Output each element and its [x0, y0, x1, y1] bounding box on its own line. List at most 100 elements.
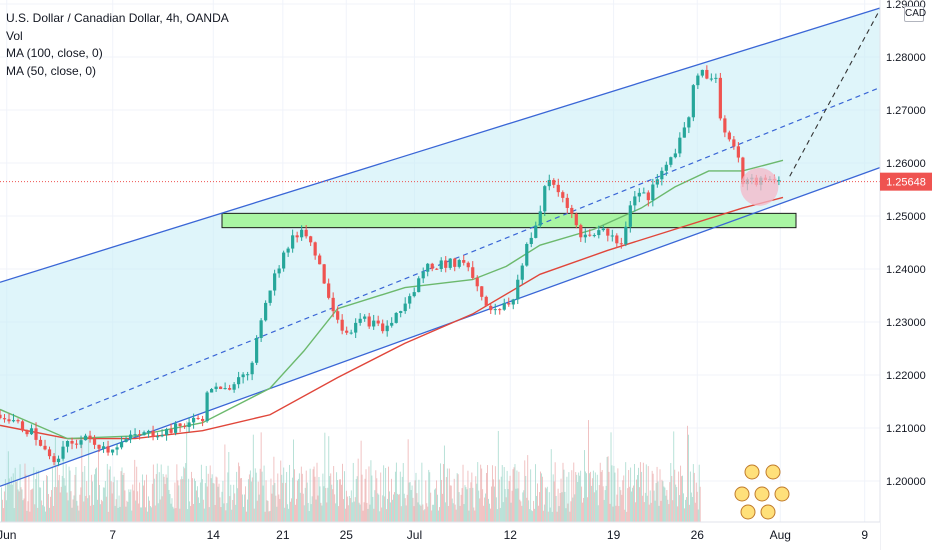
volume-bar-607: [595, 490, 597, 522]
volume-bar-489: [480, 464, 482, 522]
volume-bar-217: [213, 483, 215, 522]
volume-bar-255: [250, 481, 252, 522]
volume-bar-295: [290, 501, 291, 522]
volume-bar-350: [344, 471, 345, 522]
y-tick-label-5: 1.25000: [886, 211, 926, 223]
volume-bar-398: [391, 478, 392, 522]
volume-bar-421: [413, 506, 415, 522]
volume-bar-659: [646, 495, 648, 522]
volume-bar-391: [384, 496, 386, 522]
volume-bar-281: [276, 506, 278, 522]
volume-bar-592: [581, 486, 583, 522]
candle-body-78: [349, 332, 353, 334]
volume-bar-182: [179, 508, 181, 522]
volume-bar-572: [561, 492, 563, 522]
volume-bar-95: [94, 474, 95, 522]
candle-body-72: [322, 264, 326, 284]
volume-bar-388: [381, 507, 383, 522]
volume-bar-30: [30, 489, 32, 522]
candle-body-119: [534, 225, 538, 238]
candle-body-36: [160, 435, 164, 437]
volume-bar-133: [131, 510, 133, 522]
volume-bar-654: [641, 495, 643, 522]
candle-body-2: [7, 419, 11, 422]
volume-bar-695: [682, 475, 683, 522]
volume-bar-101: [99, 504, 101, 522]
candle-body-159: [714, 77, 718, 79]
volume-bar-110: [108, 469, 110, 522]
candle-body-133: [597, 230, 601, 236]
volume-bar-106: [104, 481, 106, 522]
volume-bar-42: [42, 505, 44, 522]
volume-bar-131: [129, 492, 131, 522]
volume-bar-436: [428, 469, 430, 522]
volume-bar-352: [345, 490, 347, 522]
volume-bar-670: [657, 481, 659, 522]
x-tick-label-10: 9: [861, 528, 868, 542]
candle-body-16: [70, 441, 74, 444]
volume-bar-157: [154, 505, 156, 522]
volume-bar-185: [182, 479, 184, 522]
volume-bar-312: [306, 482, 308, 522]
candle-body-24: [106, 446, 110, 453]
volume-bar-425: [417, 502, 419, 522]
volume-bar-482: [473, 507, 475, 522]
volume-bar-673: [660, 500, 662, 522]
volume-bar-374: [367, 508, 369, 522]
volume-bar-71: [70, 491, 72, 522]
volume-bar-19: [19, 464, 21, 522]
volume-bar-311: [305, 470, 307, 522]
volume-bar-7: [7, 451, 9, 522]
time-axis: [0, 522, 880, 550]
volume-bar-328: [322, 473, 324, 522]
volume-bar-636: [624, 509, 626, 522]
volume-bar-381: [374, 490, 376, 522]
volume-bar-588: [577, 481, 579, 522]
volume-bar-608: [596, 474, 598, 522]
volume-bar-556: [545, 488, 547, 522]
volume-bar-671: [658, 505, 660, 522]
volume-bar-138: [136, 466, 138, 522]
volume-bar-488: [479, 498, 481, 522]
volume-bar-67: [66, 492, 68, 522]
volume-bar-148: [146, 474, 147, 522]
volume-bar-249: [245, 486, 246, 522]
volume-bar-578: [567, 503, 569, 522]
volume-bar-662: [649, 490, 651, 522]
candle-body-144: [646, 192, 650, 201]
volume-bar-14: [14, 467, 16, 522]
volume-bar-275: [270, 478, 272, 522]
volume-bar-432: [424, 509, 426, 522]
volume-bar-380: [373, 508, 375, 522]
volume-bar-11: [11, 484, 13, 522]
candle-body-10: [43, 445, 47, 450]
volume-bar-384: [377, 493, 379, 522]
volume-bar-655: [642, 462, 644, 522]
volume-bar-452: [443, 445, 445, 522]
volume-bar-434: [426, 503, 428, 522]
last-price-label: 1.25648: [886, 177, 926, 189]
volume-bar-190: [187, 509, 189, 522]
volume-bar-176: [173, 508, 175, 522]
volume-bar-596: [585, 471, 586, 522]
volume-bar-513: [503, 467, 505, 522]
volume-bar-672: [659, 469, 661, 522]
volume-bar-346: [340, 479, 341, 522]
volume-bar-214: [210, 478, 212, 522]
candle-body-137: [615, 235, 619, 244]
volume-bar-127: [125, 506, 127, 522]
volume-bar-369: [362, 510, 364, 522]
candle-body-68: [304, 229, 308, 237]
volume-bar-622: [610, 432, 612, 522]
volume-bar-435: [427, 506, 429, 522]
volume-bar-113: [111, 493, 113, 522]
currency-badge[interactable]: CAD: [904, 6, 926, 22]
candle-body-59: [264, 302, 268, 321]
candle-body-140: [628, 205, 632, 227]
candle-body-9: [38, 439, 43, 446]
volume-bar-226: [222, 480, 224, 522]
volume-bar-651: [638, 487, 640, 522]
candle-body-122: [547, 179, 551, 187]
candle-body-1: [2, 418, 7, 420]
